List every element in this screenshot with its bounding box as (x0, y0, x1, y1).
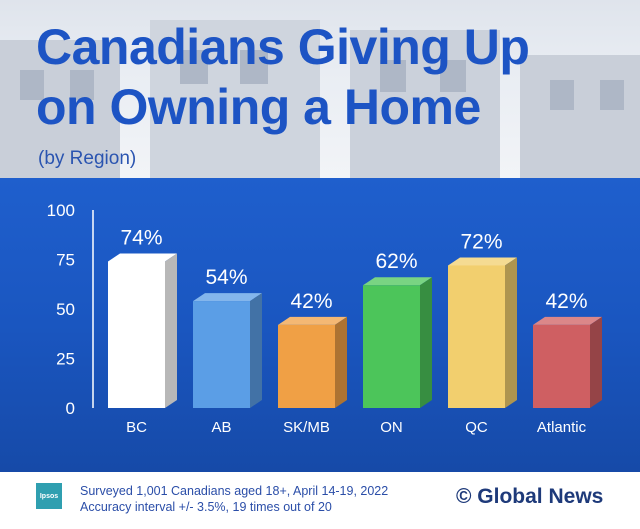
bar-side (505, 257, 517, 408)
y-tick-label: 50 (56, 300, 75, 319)
bar-front (448, 265, 505, 408)
bar-top (108, 253, 177, 262)
background-building (520, 55, 640, 178)
y-tick-label: 25 (56, 350, 75, 369)
header: Canadians Giving Up on Owning a Home (by… (0, 0, 640, 178)
bar-qc (448, 257, 517, 408)
background-building (350, 30, 500, 178)
bar-atlantic (533, 316, 602, 408)
bar-skmb (278, 316, 347, 408)
subtitle: (by Region) (38, 148, 137, 169)
window-decoration (550, 80, 574, 110)
bar-side (335, 316, 347, 408)
x-tick-label: Atlantic (537, 419, 587, 436)
window-decoration (20, 70, 44, 100)
bar-on (363, 277, 432, 408)
bar-front (533, 324, 590, 408)
window-decoration (440, 60, 466, 92)
bar-ab (193, 293, 262, 408)
y-tick-label: 0 (66, 399, 75, 418)
x-tick-label: ON (380, 419, 403, 436)
footer: Ipsos Surveyed 1,001 Canadians aged 18+,… (0, 472, 640, 529)
y-tick-label: 100 (47, 201, 75, 220)
accuracy-note: Accuracy interval +/- 3.5%, 19 times out… (80, 500, 332, 514)
window-decoration (240, 50, 268, 84)
bar-top (448, 257, 517, 266)
x-tick-label: SK/MB (283, 419, 330, 436)
window-decoration (180, 50, 208, 84)
title-line-1: Canadians Giving Up (36, 19, 530, 75)
bar-side (590, 316, 602, 408)
x-tick-label: BC (126, 419, 147, 436)
y-axis: 0 25 50 75 100 (47, 201, 75, 418)
bar-side (165, 253, 177, 408)
value-label: 54% (205, 266, 247, 289)
value-label: 62% (375, 250, 417, 273)
value-label: 74% (120, 226, 162, 249)
x-tick-label: QC (465, 419, 488, 436)
bar-front (108, 261, 165, 408)
bar-side (420, 277, 432, 408)
x-tick-label: AB (211, 419, 231, 436)
bar-front (363, 285, 420, 408)
x-axis: BC AB SK/MB ON QC Atlantic (126, 419, 587, 436)
value-label: 42% (545, 290, 587, 313)
window-decoration (600, 80, 624, 110)
bar-front (278, 324, 335, 408)
bar-side (250, 293, 262, 408)
background-building (150, 20, 320, 178)
value-labels: 74% 54% 42% 62% 72% 42% (120, 226, 587, 312)
window-decoration (70, 70, 94, 100)
chart-panel: 0 25 50 75 100 74% 54% 42% 62% 72% 42% BC AB SK/MB O… (0, 178, 640, 472)
value-label: 72% (460, 230, 502, 253)
bar-bc (108, 253, 177, 408)
bars (108, 253, 602, 408)
background-building (0, 40, 120, 178)
bar-front (193, 301, 250, 408)
value-label: 42% (290, 290, 332, 313)
bar-top (278, 316, 347, 325)
y-tick-label: 75 (56, 251, 75, 270)
bar-top (193, 293, 262, 302)
bar-top (533, 316, 602, 325)
window-decoration (380, 60, 406, 92)
title-line-2: on Owning a Home (36, 79, 481, 135)
bar-chart: 0 25 50 75 100 74% 54% 42% 62% 72% 42% BC AB SK/MB O… (47, 201, 602, 436)
bar-top (363, 277, 432, 286)
survey-note: Surveyed 1,001 Canadians aged 18+, April… (80, 484, 389, 498)
global-news-logo: © Global News (456, 485, 604, 508)
ipsos-logo: Ipsos (36, 483, 62, 509)
